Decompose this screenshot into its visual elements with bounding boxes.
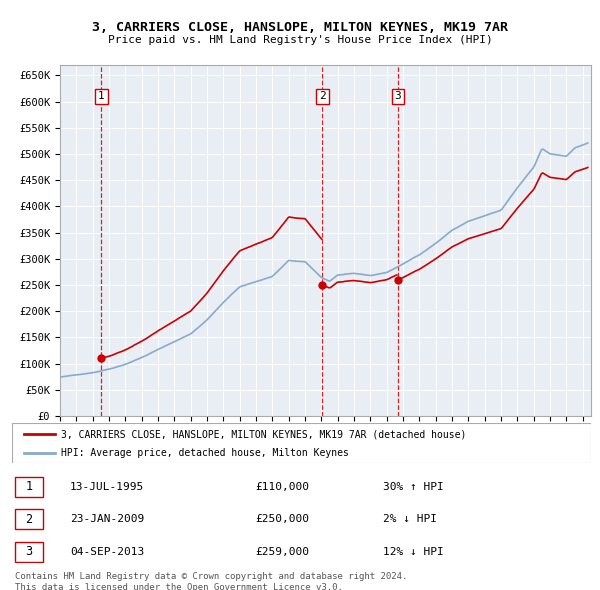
Text: 3: 3 (394, 91, 401, 101)
Text: 3: 3 (25, 545, 32, 558)
Text: 2: 2 (319, 91, 326, 101)
Text: 04-SEP-2013: 04-SEP-2013 (70, 547, 144, 556)
Text: 1: 1 (98, 91, 105, 101)
Bar (15, 477, 43, 497)
Text: 3, CARRIERS CLOSE, HANSLOPE, MILTON KEYNES, MK19 7AR (detached house): 3, CARRIERS CLOSE, HANSLOPE, MILTON KEYN… (61, 430, 467, 440)
Text: This data is licensed under the Open Government Licence v3.0.: This data is licensed under the Open Gov… (15, 583, 343, 590)
Text: 23-JAN-2009: 23-JAN-2009 (70, 514, 144, 524)
Text: 2: 2 (25, 513, 32, 526)
Text: 12% ↓ HPI: 12% ↓ HPI (383, 547, 443, 556)
Bar (15, 509, 43, 529)
Text: £259,000: £259,000 (255, 547, 309, 556)
Text: 1: 1 (25, 480, 32, 493)
Text: 13-JUL-1995: 13-JUL-1995 (70, 482, 144, 491)
Text: HPI: Average price, detached house, Milton Keynes: HPI: Average price, detached house, Milt… (61, 448, 349, 458)
Text: Contains HM Land Registry data © Crown copyright and database right 2024.: Contains HM Land Registry data © Crown c… (15, 572, 407, 581)
Text: 30% ↑ HPI: 30% ↑ HPI (383, 482, 443, 491)
Text: £110,000: £110,000 (255, 482, 309, 491)
Text: Price paid vs. HM Land Registry's House Price Index (HPI): Price paid vs. HM Land Registry's House … (107, 35, 493, 45)
Text: £250,000: £250,000 (255, 514, 309, 524)
Text: 2% ↓ HPI: 2% ↓ HPI (383, 514, 437, 524)
Text: 3, CARRIERS CLOSE, HANSLOPE, MILTON KEYNES, MK19 7AR: 3, CARRIERS CLOSE, HANSLOPE, MILTON KEYN… (92, 21, 508, 34)
Bar (15, 542, 43, 562)
